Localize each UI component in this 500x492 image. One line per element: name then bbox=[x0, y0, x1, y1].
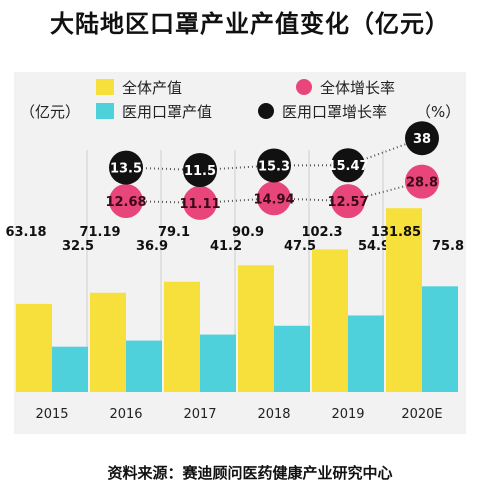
growth-label-total: 12.68 bbox=[105, 195, 146, 210]
bar-medical bbox=[348, 315, 384, 392]
growth-point-total bbox=[331, 184, 365, 219]
bar-label-total: 63.18 bbox=[5, 225, 46, 240]
bar-total bbox=[90, 292, 126, 392]
bar-total bbox=[238, 265, 274, 392]
bar-label-total: 102.3 bbox=[301, 225, 342, 240]
growth-label-medical: 38 bbox=[413, 132, 431, 147]
bar-label-medical: 54.9 bbox=[358, 239, 390, 254]
x-tick-label: 2020E bbox=[401, 407, 442, 422]
bar-label-total: 79.1 bbox=[158, 225, 190, 240]
legend-swatch-total-growth bbox=[296, 79, 312, 95]
bar-medical bbox=[274, 325, 310, 392]
growth-point-medical bbox=[109, 150, 143, 185]
growth-point-medical bbox=[405, 121, 439, 156]
legend-swatch-medical bbox=[96, 103, 114, 119]
bar-label-medical: 41.2 bbox=[210, 239, 242, 254]
growth-label-total: 11.11 bbox=[179, 197, 220, 212]
bar-total bbox=[164, 281, 200, 392]
growth-point-medical bbox=[183, 153, 217, 187]
x-tick-label: 2016 bbox=[109, 407, 142, 422]
legend-label-medical: 医用口罩产值 bbox=[122, 103, 212, 121]
bar-label-total: 131.85 bbox=[371, 225, 421, 240]
growth-label-total: 12.57 bbox=[327, 195, 368, 210]
source-note: 资料来源：赛迪顾问医药健康产业研究中心 bbox=[107, 464, 393, 482]
legend: 全体产值 全体增长率 （亿元） 医用口罩产值 医用口罩增长率 （%） bbox=[20, 79, 460, 121]
bar-total bbox=[312, 249, 348, 392]
bar-label-medical: 75.8 bbox=[432, 239, 464, 254]
legend-swatch-total bbox=[96, 79, 114, 95]
x-tick-label: 2019 bbox=[331, 407, 364, 422]
bar-medical bbox=[126, 340, 162, 392]
growth-label-medical: 15.47 bbox=[327, 159, 368, 174]
bar-medical bbox=[200, 334, 236, 392]
bar-label-medical: 32.5 bbox=[62, 239, 94, 254]
legend-label-total: 全体产值 bbox=[122, 79, 182, 97]
bar-label-medical: 36.9 bbox=[136, 239, 168, 254]
growth-label-total: 14.94 bbox=[253, 192, 294, 207]
growth-label-total: 28.8 bbox=[406, 176, 438, 191]
x-tick-label: 2018 bbox=[257, 407, 290, 422]
growth-point-medical bbox=[331, 148, 365, 183]
bar-medical bbox=[52, 346, 88, 392]
bar-total bbox=[386, 208, 422, 392]
bar-label-medical: 47.5 bbox=[284, 239, 316, 254]
unit-label: （亿元） bbox=[20, 103, 80, 121]
legend-label-medical-growth: 医用口罩增长率 bbox=[282, 103, 387, 121]
growth-point-medical bbox=[257, 148, 291, 183]
growth-point-total bbox=[257, 181, 291, 216]
plot-area: 63.18 32.5 2015 71.19 36.9 2016 79.1 41.2 2017 90… bbox=[5, 121, 464, 422]
bar-label-total: 71.19 bbox=[79, 225, 120, 240]
legend-swatch-medical-growth bbox=[258, 103, 274, 119]
legend-label-total-growth: 全体增长率 bbox=[320, 79, 395, 97]
growth-label-medical: 11.5 bbox=[184, 164, 216, 179]
bar-label-total: 90.9 bbox=[232, 225, 264, 240]
bar-total bbox=[16, 303, 52, 392]
chart-title: 大陆地区口罩产业产值变化（亿元） bbox=[50, 9, 450, 38]
bar-medical bbox=[422, 286, 458, 392]
growth-label-medical: 15.3 bbox=[258, 159, 290, 174]
growth-point-total bbox=[405, 164, 439, 199]
x-tick-label: 2015 bbox=[35, 407, 68, 422]
growth-point-total bbox=[109, 183, 143, 218]
growth-label-medical: 13.5 bbox=[110, 162, 142, 177]
percent-label: （%） bbox=[416, 103, 460, 121]
growth-point-total bbox=[183, 185, 217, 220]
x-tick-label: 2017 bbox=[183, 407, 216, 422]
